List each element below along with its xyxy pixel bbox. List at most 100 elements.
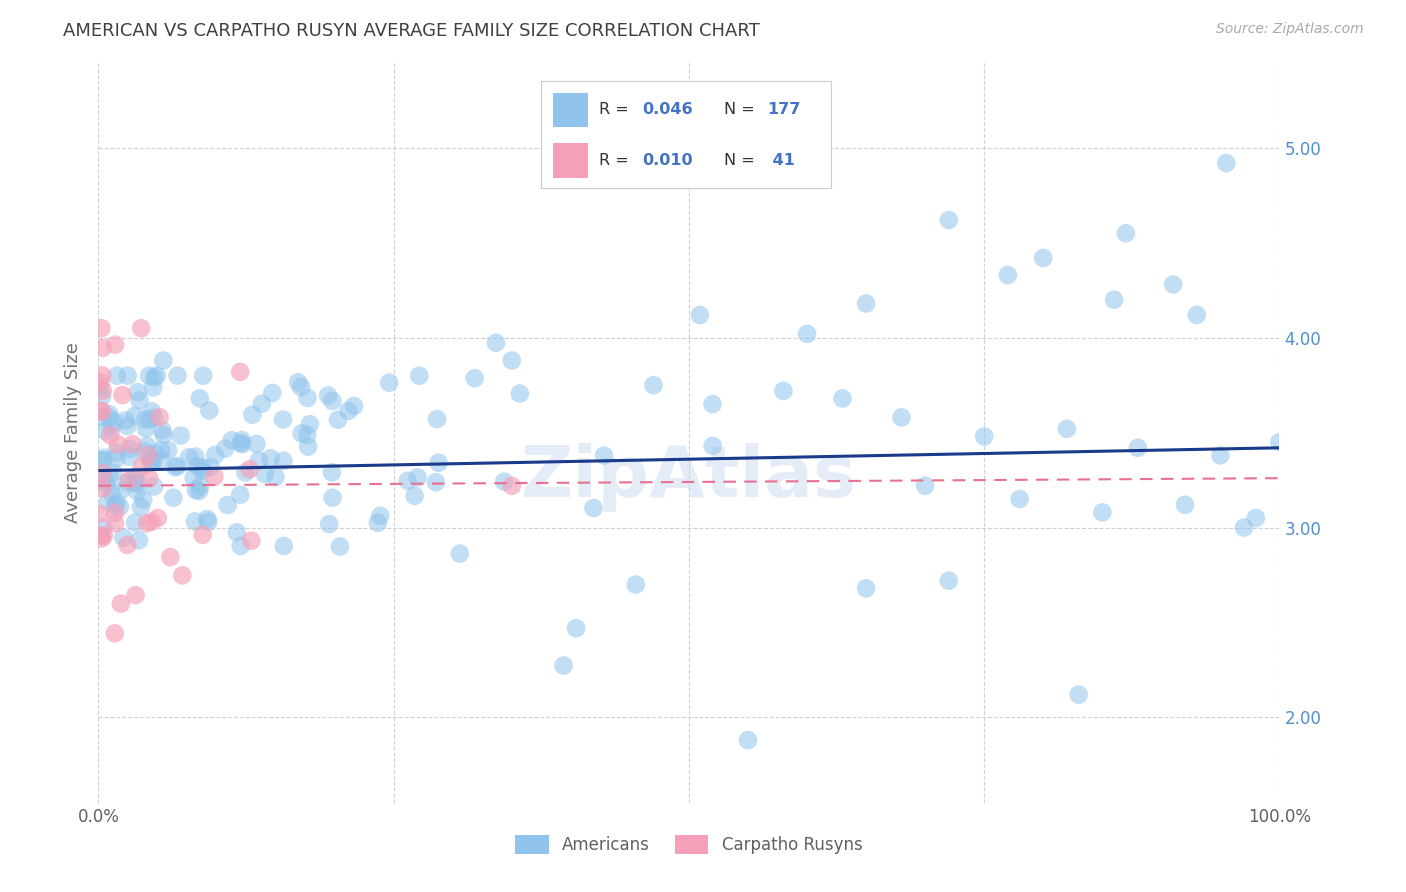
Point <box>855 296 877 310</box>
Point <box>184 483 207 498</box>
Point <box>250 397 273 411</box>
Point <box>624 577 647 591</box>
Point <box>98 407 121 421</box>
Point <box>91 389 114 403</box>
Point <box>169 428 191 442</box>
Point <box>128 393 150 408</box>
Point <box>204 448 226 462</box>
Point <box>98 428 121 442</box>
Point <box>139 412 162 426</box>
Point <box>298 417 321 432</box>
Point <box>136 449 159 463</box>
Point <box>485 335 508 350</box>
Point <box>128 533 150 548</box>
Point <box>198 403 221 417</box>
Point <box>142 380 165 394</box>
Point <box>89 376 111 390</box>
Point <box>146 511 169 525</box>
Point <box>240 408 263 422</box>
Point <box>191 460 214 475</box>
Point <box>890 410 912 425</box>
Point <box>117 419 139 434</box>
Point <box>427 456 450 470</box>
Point <box>143 370 166 384</box>
Point <box>122 476 145 491</box>
Point <box>138 471 160 485</box>
Point <box>509 386 531 401</box>
Point <box>91 453 114 467</box>
Point <box>152 353 174 368</box>
Point <box>104 626 127 640</box>
Point <box>229 436 252 450</box>
Point <box>125 483 148 498</box>
Point <box>104 516 127 531</box>
Point <box>1233 520 1256 534</box>
Point <box>91 341 114 355</box>
Point <box>297 391 319 405</box>
Point <box>93 474 115 488</box>
Point <box>200 460 222 475</box>
Point <box>136 516 159 531</box>
Point <box>494 475 516 489</box>
Point <box>162 491 184 505</box>
Point <box>997 268 1019 282</box>
Point <box>188 483 211 498</box>
Point <box>195 512 218 526</box>
Point <box>118 450 141 464</box>
Point <box>329 540 352 554</box>
Point <box>143 479 166 493</box>
Point <box>1032 251 1054 265</box>
Point <box>229 488 252 502</box>
Point <box>1008 491 1031 506</box>
Point <box>124 470 146 484</box>
Point <box>159 550 181 565</box>
Point <box>166 368 188 383</box>
Point <box>90 528 112 542</box>
Point <box>150 443 173 458</box>
Point <box>287 376 309 390</box>
Point <box>396 474 419 488</box>
Point <box>90 404 112 418</box>
Point <box>108 500 131 514</box>
Point <box>93 529 115 543</box>
Point <box>94 477 117 491</box>
Point <box>565 621 588 635</box>
Point <box>593 449 616 463</box>
Point <box>188 392 211 406</box>
Point <box>89 381 111 395</box>
Point <box>689 308 711 322</box>
Point <box>94 424 117 438</box>
Point <box>1126 441 1149 455</box>
Point <box>643 378 665 392</box>
Point <box>98 411 121 425</box>
Y-axis label: Average Family Size: Average Family Size <box>63 343 82 523</box>
Point <box>89 453 111 467</box>
Point <box>141 452 163 467</box>
Point <box>247 453 270 467</box>
Point <box>855 582 877 596</box>
Point <box>368 508 391 523</box>
Point <box>796 326 818 341</box>
Point <box>104 506 127 520</box>
Point <box>184 450 207 464</box>
Point <box>271 412 294 426</box>
Point <box>121 437 143 451</box>
Point <box>101 486 124 500</box>
Point <box>326 413 349 427</box>
Point <box>134 444 156 458</box>
Point <box>464 371 486 385</box>
Point <box>91 481 114 495</box>
Point <box>145 446 167 460</box>
Point <box>163 460 186 475</box>
Point <box>197 515 219 529</box>
Point <box>1161 277 1184 292</box>
Point <box>297 440 319 454</box>
Point <box>239 462 262 476</box>
Point <box>337 404 360 418</box>
Point <box>702 397 724 411</box>
Point <box>321 466 343 480</box>
Point <box>183 471 205 485</box>
Point <box>166 459 188 474</box>
Point <box>127 476 149 491</box>
Point <box>131 459 153 474</box>
